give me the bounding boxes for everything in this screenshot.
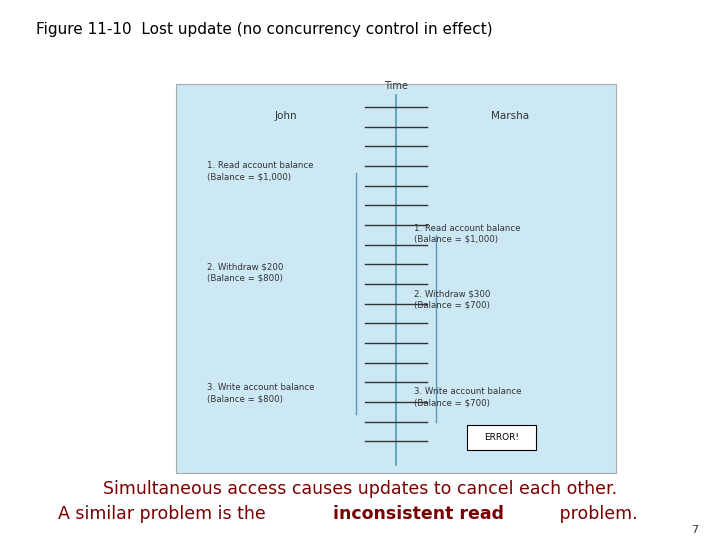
Text: 7: 7 xyxy=(691,524,698,535)
Text: A similar problem is the: A similar problem is the xyxy=(58,505,271,523)
FancyBboxPatch shape xyxy=(176,84,616,472)
FancyBboxPatch shape xyxy=(467,426,536,450)
Text: 3. Write account balance
(Balance = $800): 3. Write account balance (Balance = $800… xyxy=(207,383,315,403)
Text: Marsha: Marsha xyxy=(491,111,529,121)
Text: Simultaneous access causes updates to cancel each other.: Simultaneous access causes updates to ca… xyxy=(103,480,617,497)
Text: 1. Read account balance
(Balance = $1,000): 1. Read account balance (Balance = $1,00… xyxy=(207,161,314,181)
Text: Figure 11-10  Lost update (no concurrency control in effect): Figure 11-10 Lost update (no concurrency… xyxy=(36,22,492,37)
Text: 3. Write account balance
(Balance = $700): 3. Write account balance (Balance = $700… xyxy=(413,387,521,407)
Text: Time: Time xyxy=(384,82,408,91)
Text: 1. Read account balance
(Balance = $1,000): 1. Read account balance (Balance = $1,00… xyxy=(413,224,520,244)
Text: John: John xyxy=(275,111,297,121)
Text: 2. Withdraw $300
(Balance = $700): 2. Withdraw $300 (Balance = $700) xyxy=(413,290,490,310)
Text: inconsistent read: inconsistent read xyxy=(333,505,504,523)
Text: 2. Withdraw $200
(Balance = $800): 2. Withdraw $200 (Balance = $800) xyxy=(207,262,284,282)
Text: problem.: problem. xyxy=(554,505,638,523)
Text: ERROR!: ERROR! xyxy=(484,433,519,442)
